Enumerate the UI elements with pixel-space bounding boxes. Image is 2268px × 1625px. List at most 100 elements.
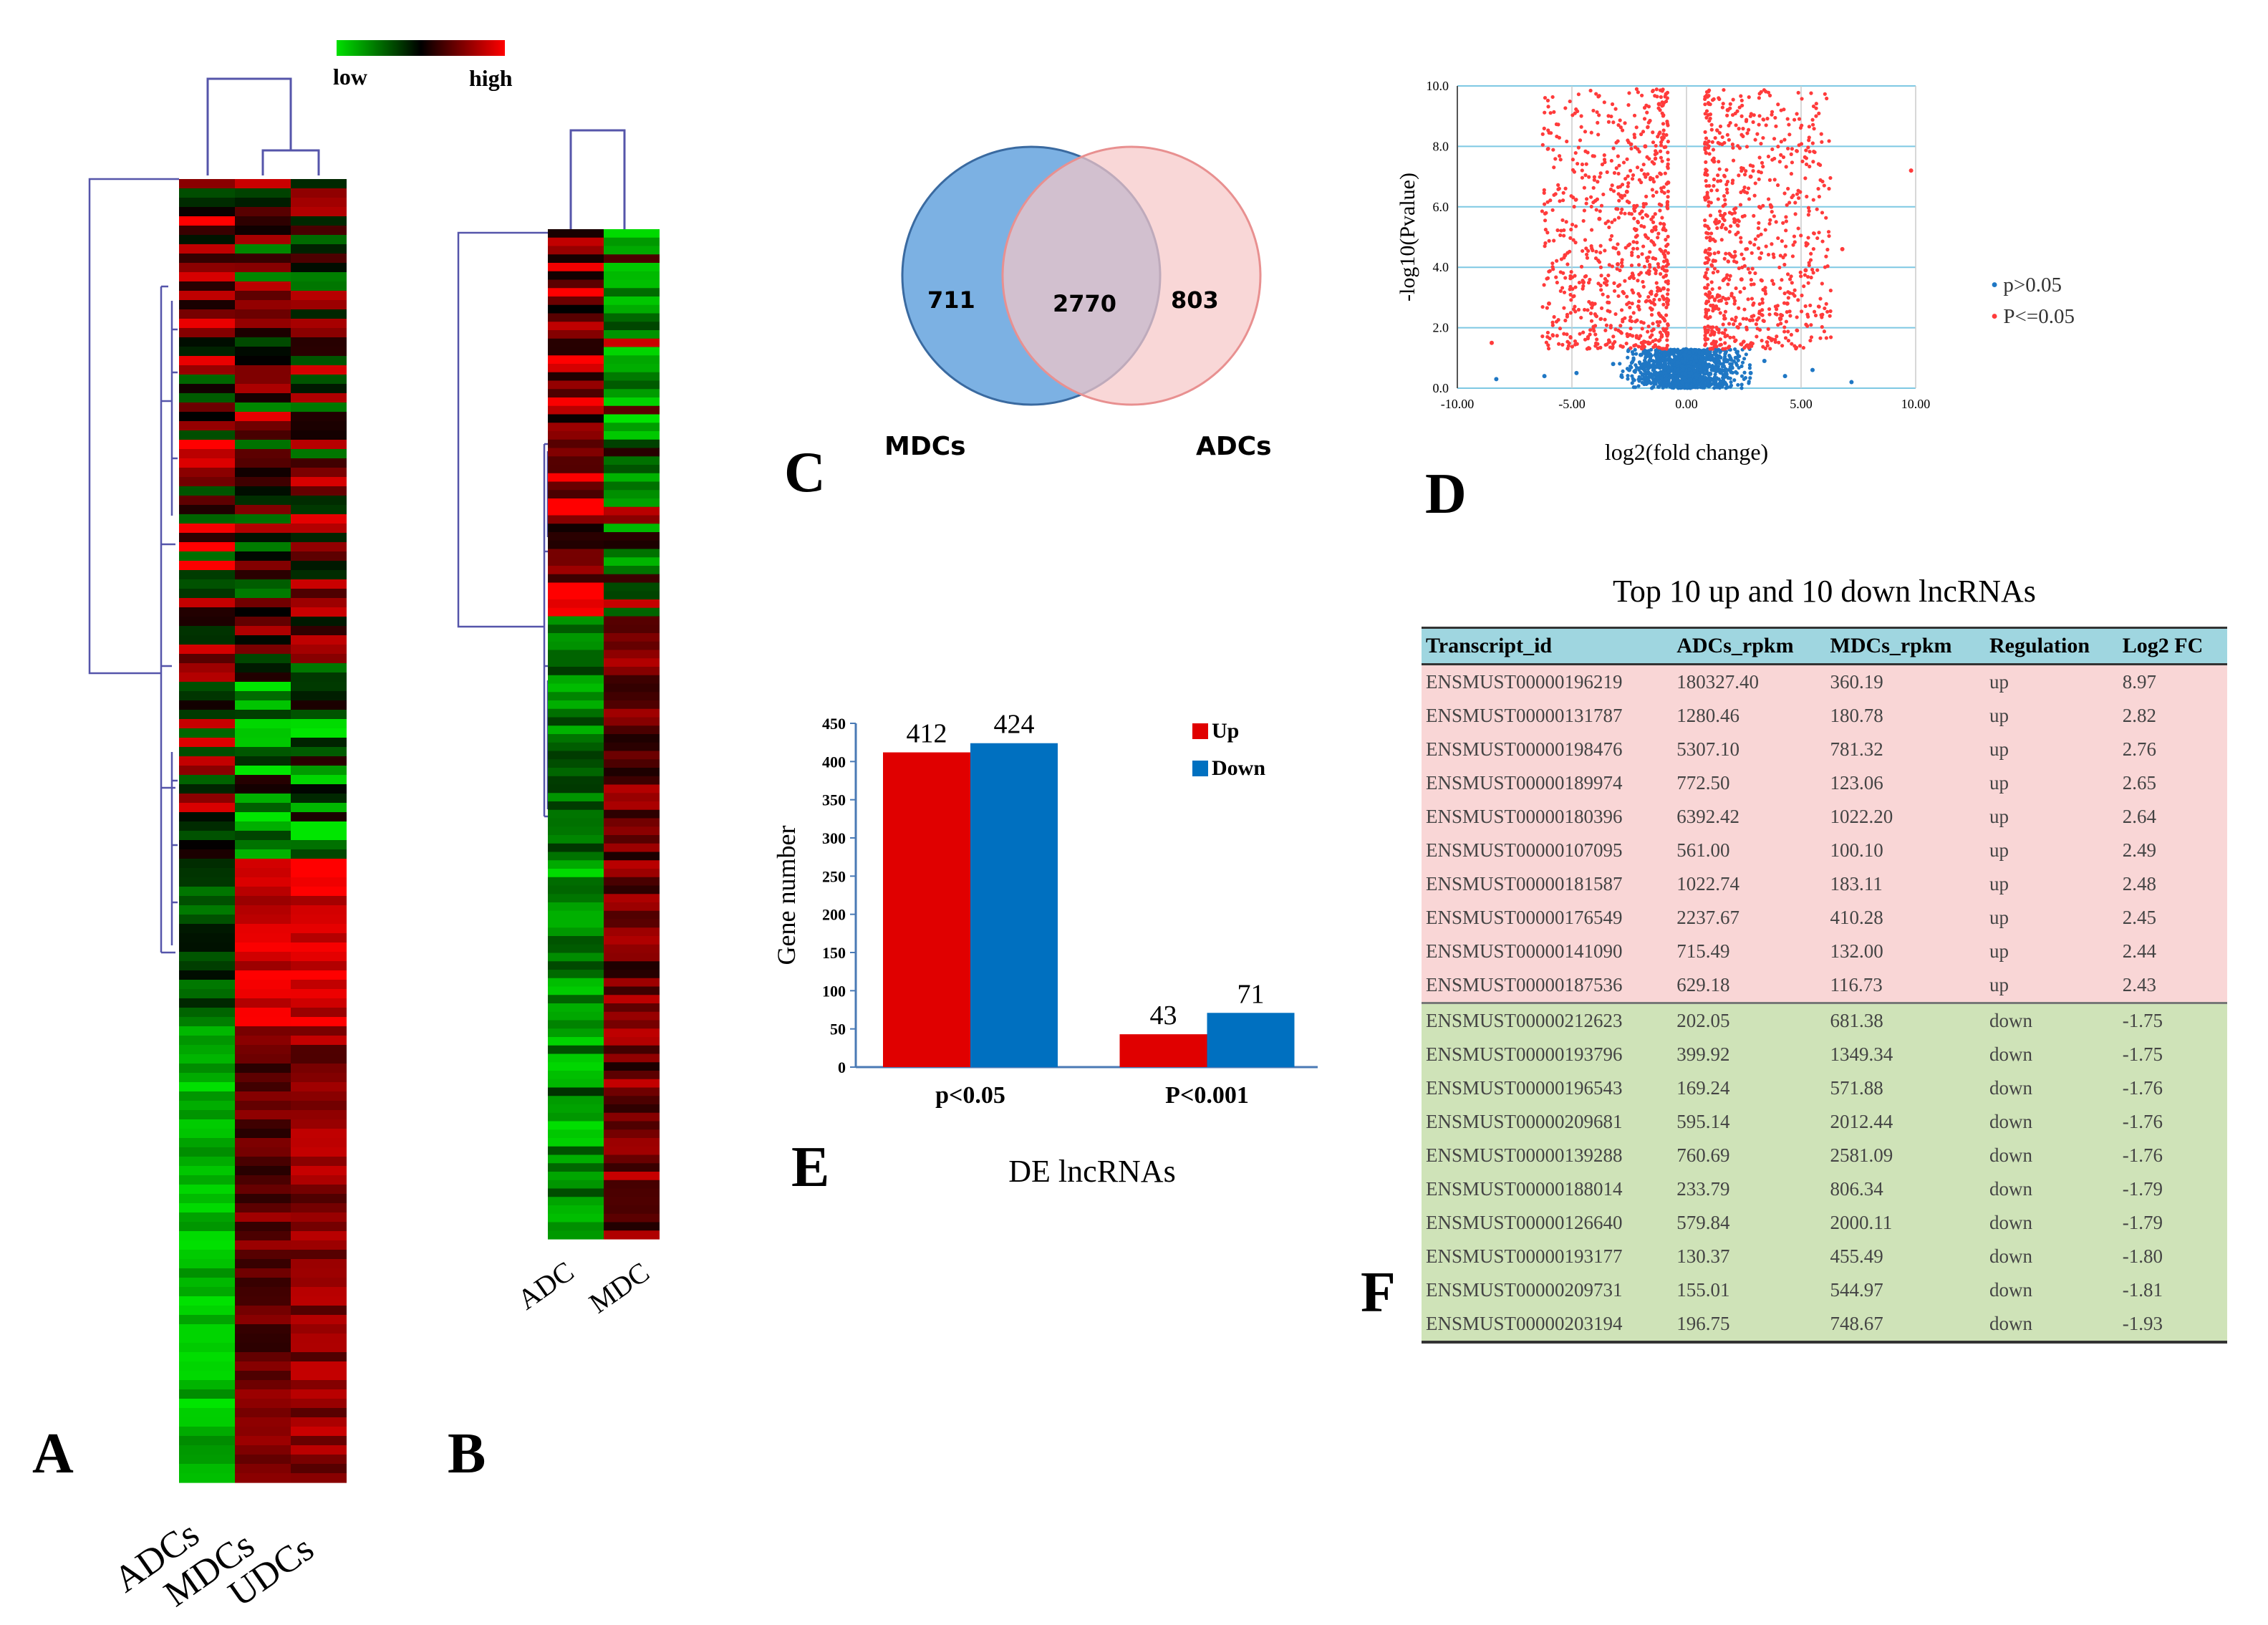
cloud-point-sig [1770,279,1775,283]
heatmap-cell [548,347,604,356]
y-tick-label: 6.0 [1433,200,1449,214]
cloud-point-sig [1766,154,1771,159]
heatmap-cell [604,380,660,390]
heatmap-cell [291,1222,347,1232]
cloud-point-sig [1818,336,1823,340]
heatmap-cell [235,1464,291,1474]
volcano-point [1757,256,1762,261]
venn-label-adcs: ADCs [1196,432,1272,461]
cloud-point-nonsig [1676,374,1681,378]
cloud-point-sig [1625,294,1629,299]
cloud-point-sig [1555,280,1559,285]
cloud-point-sig [1662,297,1666,302]
cloud-point-sig [1626,103,1631,107]
cell-log2fc: -1.93 [2118,1307,2227,1344]
heatmap-cell [179,868,235,878]
cloud-point-sig [1760,251,1764,255]
volcano-point [1581,280,1586,285]
cloud-point-nonsig [1734,370,1738,374]
heatmap-cell [548,725,604,735]
heatmap-cell [179,337,235,347]
cloud-point-sig [1608,237,1613,242]
cloud-point-sig [1704,301,1709,306]
cloud-point-sig [1745,131,1750,135]
cloud-point-sig [1750,266,1755,271]
cell-transcript-id: ENSMUST00000196219 [1422,664,1673,699]
heatmap-cell [235,412,291,422]
cloud-point-nonsig [1691,365,1695,370]
cloud-point-nonsig [1676,355,1681,359]
cloud-point-sig [1645,259,1650,264]
heatmap-cell [548,1020,604,1029]
heatmap-cell [604,465,660,474]
cloud-point-sig [1732,335,1736,339]
cloud-point-sig [1760,160,1765,165]
cloud-point-sig [1611,146,1616,150]
cloud-point-sig [1828,335,1833,339]
table-row: ENSMUST00000139288 760.69 2581.09 down -1.76 [1422,1139,2227,1172]
cloud-point-sig [1666,251,1670,255]
volcano-point [1732,219,1737,224]
heatmap-cell [235,1427,291,1437]
cloud-point-sig [1647,271,1651,276]
cloud-point-sig [1623,246,1628,250]
cloud-point-sig [1626,138,1630,143]
cloud-point-sig [1707,152,1712,156]
cloud-point-sig [1721,322,1725,327]
heatmap-cell [548,237,604,247]
cloud-point-sig [1665,343,1669,348]
cloud-point-sig [1569,298,1573,302]
table-row: ENSMUST00000209681 595.14 2012.44 down -1.76 [1422,1105,2227,1139]
venn-count-overlap: 2770 [1053,290,1116,317]
cloud-point-sig [1811,246,1815,251]
heatmap-cell [179,496,235,506]
cloud-point-sig [1659,140,1664,145]
heatmap-cell [235,1110,291,1120]
cloud-point-sig [1666,292,1670,296]
heatmap-cell [179,1324,235,1334]
heatmap-cell [604,835,660,844]
heatmap-cell [291,905,347,915]
cloud-point-sig [1639,168,1644,173]
cloud-point-sig [1647,263,1652,267]
cell-log2fc: -1.75 [2118,1038,2227,1071]
cloud-point-sig [1550,333,1555,337]
heatmap-cell [548,448,604,457]
heatmap-cell [179,1268,235,1278]
heatmap-cell [548,515,604,524]
heatmap-cell [235,719,291,729]
cloud-point-sig [1713,220,1717,224]
volcano-point [1698,377,1703,382]
cell-mdcs-rpkm: 100.10 [1825,834,1985,867]
cloud-point-sig [1778,286,1782,291]
cloud-point-nonsig [1747,363,1752,367]
cell-mdcs-rpkm: 410.28 [1825,901,1985,935]
heatmap-cell [548,498,604,508]
cloud-point-sig [1616,216,1621,220]
cloud-point-sig [1645,110,1649,115]
cloud-point-sig [1591,201,1596,205]
cloud-point-sig [1660,135,1664,140]
cloud-point-sig [1805,312,1810,317]
cloud-point-nonsig [1698,365,1702,369]
heatmap-cell [291,961,347,971]
cloud-point-sig [1810,141,1815,145]
cloud-point-sig [1644,299,1649,303]
cloud-point-nonsig [1693,349,1697,353]
cell-mdcs-rpkm: 455.49 [1825,1240,1985,1273]
heatmap-cell [179,468,235,478]
cloud-point-sig [1556,122,1560,127]
heatmap-cell [291,1175,347,1185]
cloud-point-sig [1766,197,1771,201]
cloud-point-sig [1591,108,1596,113]
heatmap-cell [604,1121,660,1130]
color-scale-low-label: low [333,64,367,90]
column-dendrogram [206,77,320,175]
heatmap-cell [291,430,347,440]
cloud-point-sig [1723,198,1727,202]
cloud-point-sig [1619,308,1624,312]
x-tick-label: 10.00 [1901,397,1931,411]
cloud-point-sig [1706,90,1711,94]
heatmap-cell [604,1087,660,1096]
